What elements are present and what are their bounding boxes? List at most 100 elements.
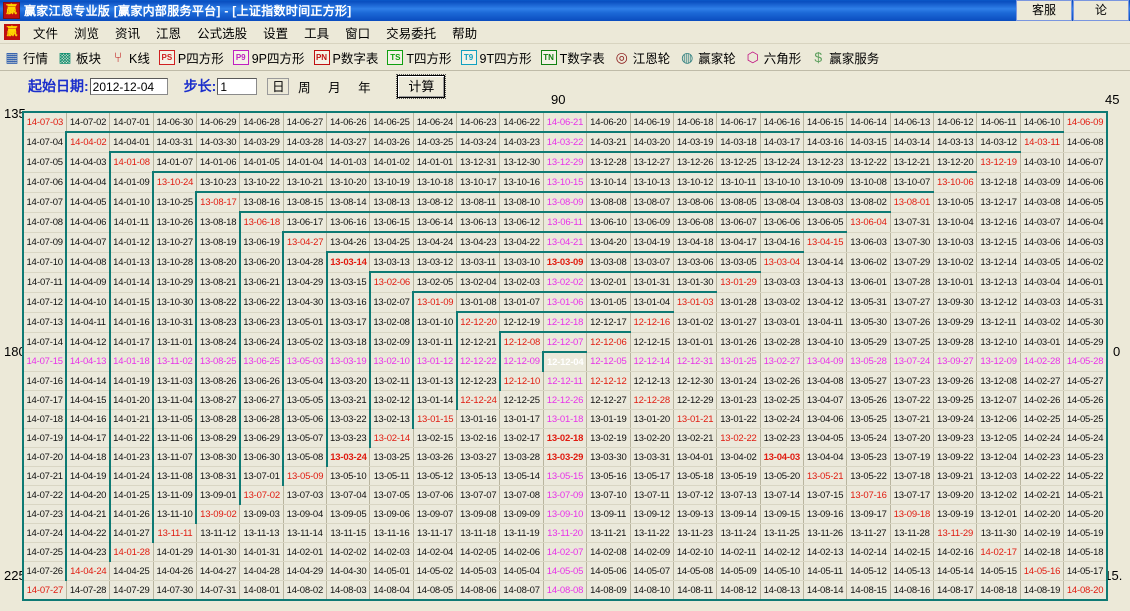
gann-cell[interactable]: 14-04-03 <box>65 152 111 173</box>
gann-cell[interactable]: 13-01-28 <box>716 292 761 313</box>
gann-cell[interactable]: 14-03-20 <box>630 131 674 153</box>
gann-cell[interactable]: 13-07-02 <box>238 485 284 505</box>
gann-cell[interactable]: 13-10-28 <box>152 252 197 273</box>
gann-cell[interactable]: 13-09-24 <box>933 409 978 429</box>
gann-cell[interactable]: 14-06-13 <box>890 111 935 133</box>
gann-cell[interactable]: 13-08-20 <box>195 252 241 273</box>
gann-cell[interactable]: 14-02-19 <box>1020 523 1065 543</box>
gann-cell[interactable]: 13-04-30 <box>282 292 328 313</box>
gann-cell[interactable]: 14-03-24 <box>456 131 501 153</box>
gann-cell[interactable]: 13-11-15 <box>326 523 371 543</box>
gann-cell[interactable]: 13-07-31 <box>890 212 935 233</box>
gann-cell[interactable]: 13-11-12 <box>196 523 241 543</box>
gann-cell[interactable]: 14-03-30 <box>196 131 241 153</box>
gann-cell[interactable]: 14-07-24 <box>21 523 67 543</box>
gann-cell[interactable]: 13-01-18 <box>543 409 588 429</box>
gann-cell[interactable]: 13-08-22 <box>195 292 241 313</box>
gann-cell[interactable]: 13-05-20 <box>760 466 804 486</box>
gann-cell[interactable]: 13-03-24 <box>325 447 371 467</box>
gann-cell[interactable]: 13-11-30 <box>976 523 1021 543</box>
gann-cell[interactable]: 14-06-27 <box>283 111 328 133</box>
gann-cell[interactable]: 13-07-22 <box>890 390 935 410</box>
gann-cell[interactable]: 13-08-18 <box>195 212 241 233</box>
gann-cell[interactable]: 14-02-18 <box>1020 542 1065 562</box>
gann-cell[interactable]: 14-05-25 <box>1063 409 1108 429</box>
gann-cell[interactable]: 14-04-17 <box>65 428 111 448</box>
gann-cell[interactable]: 13-06-22 <box>238 292 284 313</box>
gann-cell[interactable]: 13-01-07 <box>499 291 544 313</box>
gann-cell[interactable]: 13-11-07 <box>152 447 197 467</box>
gann-cell[interactable]: 14-08-19 <box>1020 580 1065 601</box>
gann-cell[interactable]: 14-07-27 <box>21 580 67 601</box>
gann-cell[interactable]: 14-08-11 <box>673 580 718 601</box>
gann-cell[interactable]: 13-11-19 <box>499 523 544 543</box>
unit-year-button[interactable]: 年 <box>358 80 371 95</box>
gann-cell[interactable]: 13-05-08 <box>282 447 328 467</box>
gann-cell[interactable]: 14-07-05 <box>21 152 67 173</box>
gann-cell[interactable]: 13-12-03 <box>976 466 1021 486</box>
gann-cell[interactable]: 13-05-16 <box>586 466 631 486</box>
gann-cell[interactable]: 14-04-27 <box>196 561 241 581</box>
gann-cell[interactable]: 13-05-18 <box>673 466 718 486</box>
gann-cell[interactable]: 13-10-21 <box>283 171 328 193</box>
unit-week-button[interactable]: 周 <box>298 80 311 95</box>
gann-cell[interactable]: 14-05-12 <box>846 561 891 581</box>
gann-cell[interactable]: 14-01-29 <box>153 542 197 562</box>
gann-cell[interactable]: 13-08-26 <box>195 371 241 391</box>
gann-cell[interactable]: 13-06-17 <box>283 211 328 233</box>
gann-cell[interactable]: 13-02-04 <box>456 271 501 293</box>
gann-cell[interactable]: 14-08-08 <box>543 580 588 601</box>
gann-cell[interactable]: 13-08-10 <box>499 191 544 213</box>
gann-cell[interactable]: 13-04-05 <box>803 428 848 448</box>
gann-cell[interactable]: 13-09-12 <box>630 504 674 524</box>
gann-cell[interactable]: 14-02-14 <box>846 542 891 562</box>
gann-cell[interactable]: 14-05-06 <box>586 561 631 581</box>
gann-cell[interactable]: 14-05-30 <box>1063 312 1108 333</box>
gann-cell[interactable]: 13-06-30 <box>238 447 284 467</box>
gann-cell[interactable]: 13-06-14 <box>413 211 458 233</box>
gann-cell[interactable]: 14-07-13 <box>21 312 67 333</box>
gann-cell[interactable]: 13-01-11 <box>412 332 458 353</box>
gann-cell[interactable]: 13-07-15 <box>803 485 848 505</box>
gann-cell[interactable]: 14-06-01 <box>1063 272 1108 293</box>
gann-cell[interactable]: 13-06-12 <box>499 211 544 233</box>
gann-cell[interactable]: 13-11-27 <box>846 523 891 543</box>
gann-cell[interactable]: 14-07-04 <box>21 132 67 153</box>
gann-cell[interactable]: 13-07-09 <box>543 485 588 505</box>
gann-cell[interactable]: 14-03-23 <box>499 131 544 153</box>
gann-cell[interactable]: 12-12-27 <box>586 390 631 410</box>
gann-cell[interactable]: 14-05-20 <box>1063 504 1108 524</box>
gann-cell[interactable]: 13-07-12 <box>673 485 718 505</box>
gann-cell[interactable]: 14-02-02 <box>326 542 371 562</box>
gann-cell[interactable]: 13-01-17 <box>499 409 544 429</box>
gann-cell[interactable]: 13-09-05 <box>326 504 371 524</box>
gann-cell[interactable]: 14-01-31 <box>239 542 284 562</box>
gann-cell[interactable]: 13-02-18 <box>543 428 588 448</box>
toolbar-button-p-number-table[interactable]: PN P数字表 <box>313 48 378 67</box>
gann-cell[interactable]: 14-01-01 <box>413 151 458 173</box>
gann-cell[interactable]: 13-09-03 <box>239 504 284 524</box>
gann-cell[interactable]: 13-01-19 <box>586 409 631 429</box>
gann-cell[interactable]: 14-08-14 <box>803 580 848 601</box>
gann-cell[interactable]: 13-04-16 <box>760 231 804 253</box>
gann-cell[interactable]: 13-04-26 <box>326 231 371 253</box>
gann-cell[interactable]: 13-01-05 <box>586 291 631 313</box>
gann-cell[interactable]: 14-04-04 <box>65 172 111 193</box>
gann-cell[interactable]: 14-08-05 <box>413 580 458 601</box>
gann-cell[interactable]: 14-03-12 <box>976 131 1021 153</box>
gann-cell[interactable]: 13-04-18 <box>673 231 718 253</box>
gann-cell[interactable]: 13-09-10 <box>543 504 588 524</box>
gann-cell[interactable]: 13-12-16 <box>976 212 1021 233</box>
gann-cell[interactable]: 14-06-29 <box>196 111 241 133</box>
gann-cell[interactable]: 13-03-19 <box>325 352 371 372</box>
gann-cell[interactable]: 13-08-03 <box>803 191 848 213</box>
gann-cell[interactable]: 13-02-12 <box>368 390 414 410</box>
gann-cell[interactable]: 13-09-30 <box>933 292 978 313</box>
gann-cell[interactable]: 13-07-24 <box>890 352 935 372</box>
gann-cell[interactable]: 14-08-15 <box>846 580 891 601</box>
start-date-input[interactable]: 2012-12-04 <box>89 77 168 95</box>
gann-cell[interactable]: 14-07-14 <box>21 332 67 353</box>
gann-cell[interactable]: 12-12-29 <box>673 390 718 410</box>
gann-cell[interactable]: 13-05-21 <box>803 466 848 486</box>
gann-cell[interactable]: 13-11-05 <box>152 409 197 429</box>
